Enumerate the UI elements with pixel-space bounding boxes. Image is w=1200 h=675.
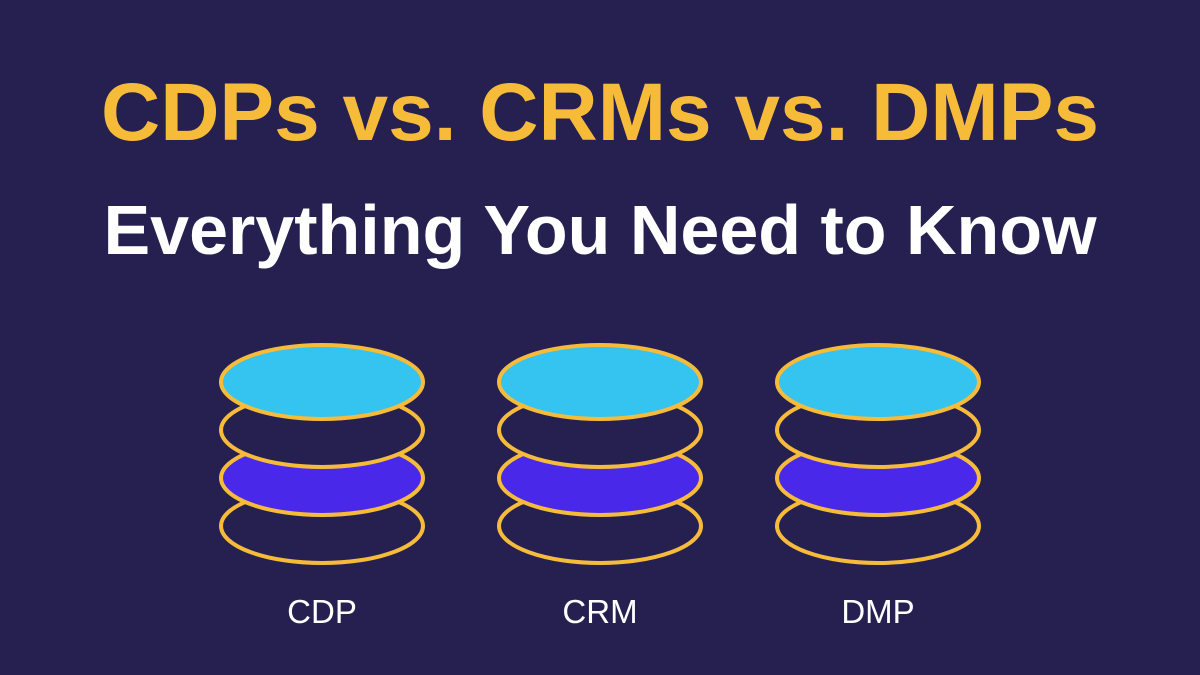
database-layer-1 xyxy=(219,343,425,421)
database-icon-cdp xyxy=(212,335,432,565)
page-subtitle: Everything You Need to Know xyxy=(103,191,1097,269)
database-layer-1 xyxy=(775,343,981,421)
label-dmp: DMP xyxy=(841,593,915,630)
page-title: CDPs vs. CRMs vs. DMPs xyxy=(100,67,1099,158)
label-cdp: CDP xyxy=(287,593,357,630)
database-icon-crm xyxy=(490,335,710,565)
database-icon-dmp xyxy=(768,335,988,565)
label-crm: CRM xyxy=(562,593,638,630)
database-layer-1 xyxy=(497,343,703,421)
